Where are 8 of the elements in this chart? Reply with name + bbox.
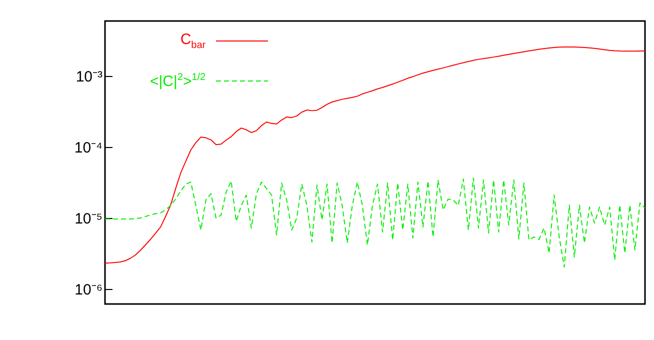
legend-label: C$_{bar}$ (180, 31, 206, 51)
line-series (105, 46, 645, 264)
y-tick-label: 10⁻⁴ (74, 140, 102, 157)
line-series (105, 178, 645, 268)
legend-label: <|C|$^{2}$>$^{1/2}$ (150, 72, 206, 90)
y-tick-label: 10⁻⁵ (74, 210, 102, 228)
y-tick-label: 10⁻⁶ (74, 282, 102, 299)
y-tick-label: 10⁻³ (76, 68, 102, 86)
